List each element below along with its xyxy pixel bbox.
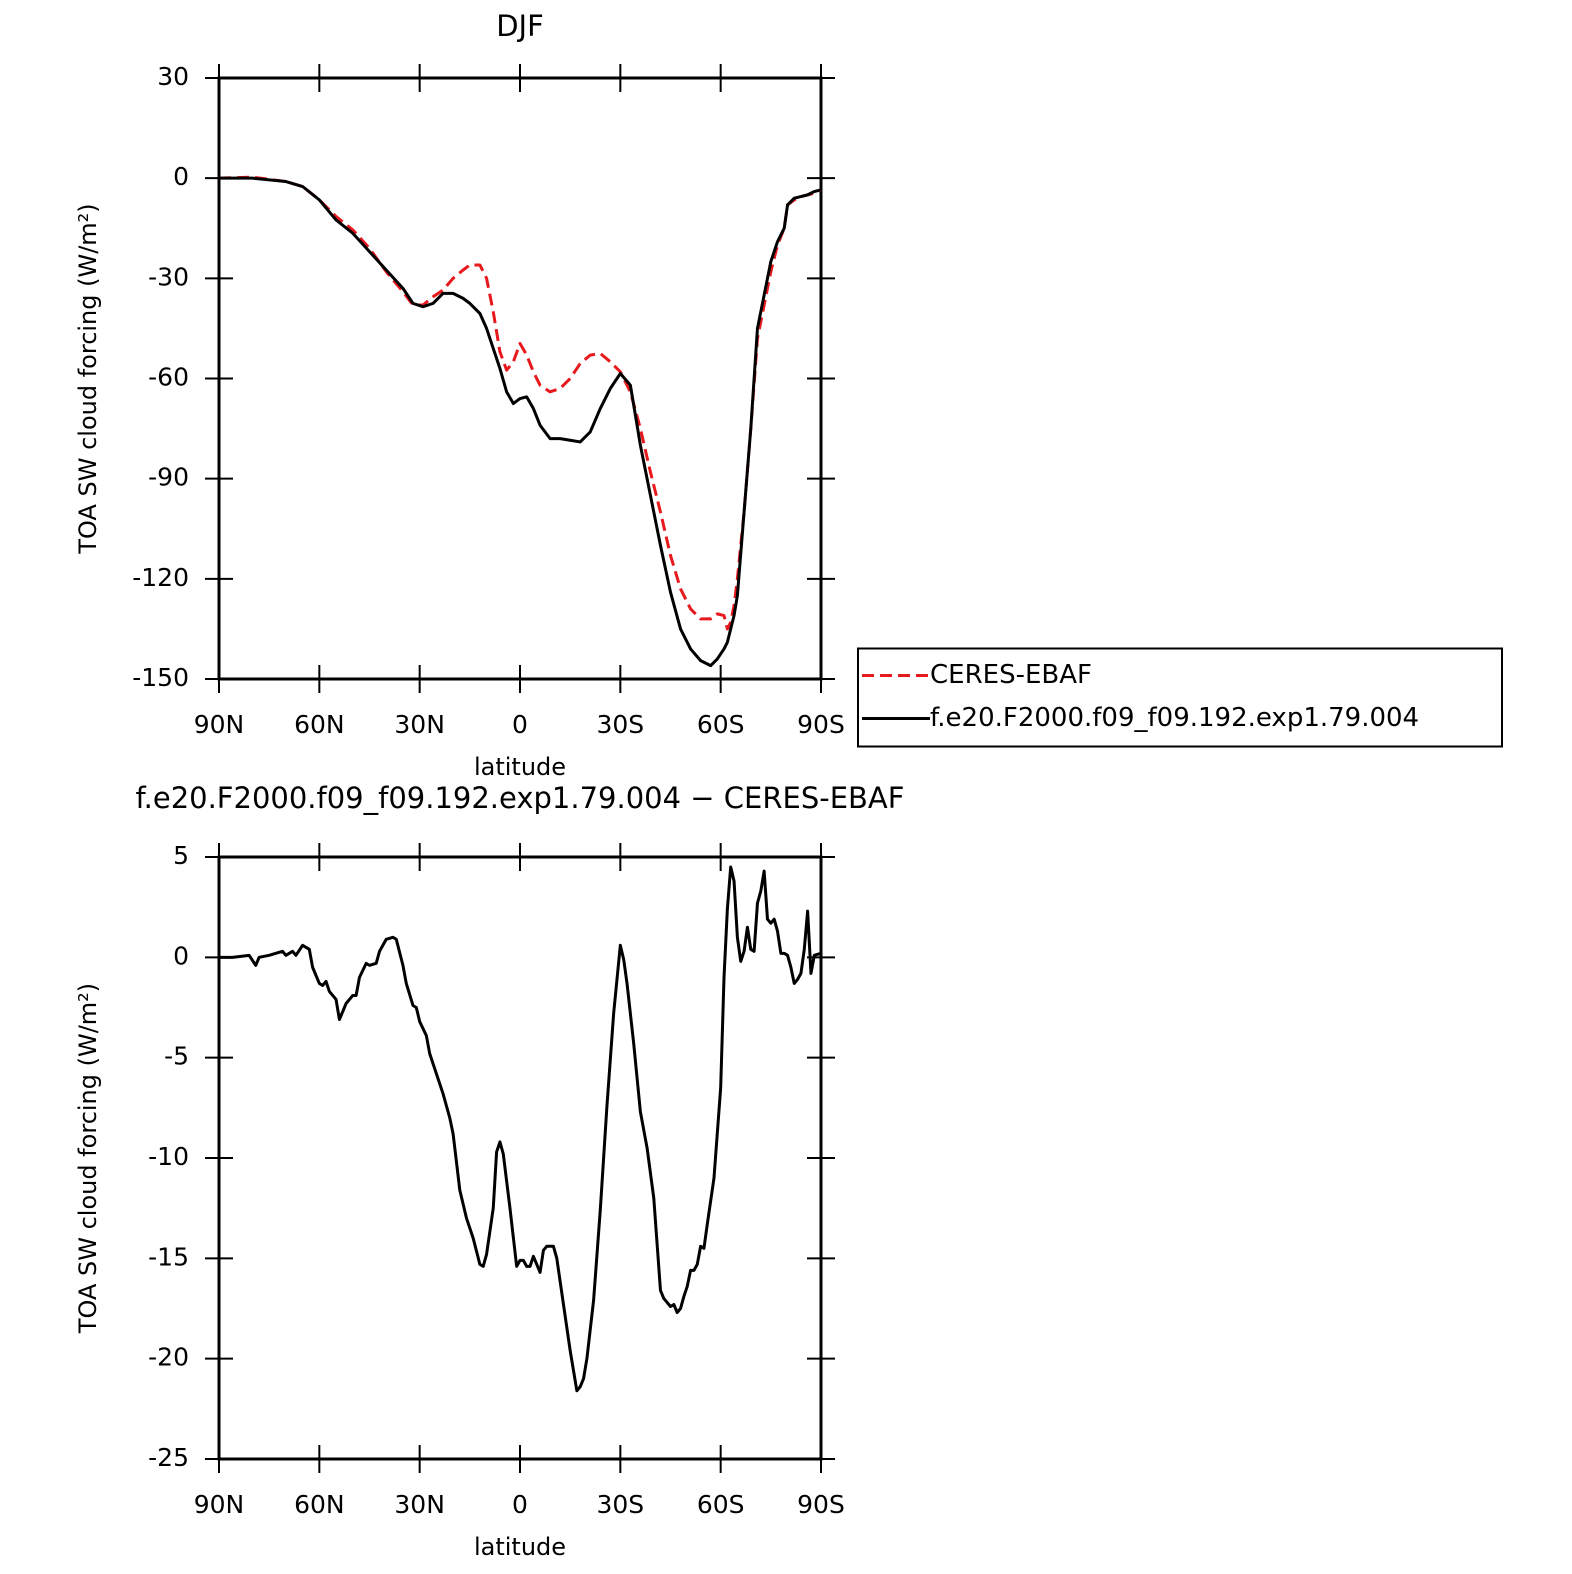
- x-tick-label: 30N: [394, 1490, 445, 1519]
- legend-label: CERES-EBAF: [930, 660, 1092, 690]
- x-tick-label: 90S: [797, 710, 845, 739]
- x-tick-label: 0: [512, 710, 528, 739]
- y-tick-label: -60: [148, 363, 189, 392]
- x-tick-label: 60S: [697, 1490, 745, 1519]
- chart-title: f.e20.F2000.f09_f09.192.exp1.79.004 − CE…: [136, 781, 905, 815]
- y-tick-label: -5: [164, 1042, 189, 1071]
- x-tick-label: 0: [512, 1490, 528, 1519]
- data-line: [219, 176, 822, 668]
- data-line: [219, 865, 822, 1393]
- x-tick-label: 90S: [797, 1490, 845, 1519]
- y-axis-title: TOA SW cloud forcing (W/m²): [74, 983, 102, 1334]
- y-tick-label: 0: [173, 941, 189, 970]
- y-tick-label: 30: [157, 62, 189, 91]
- chart-title: DJF: [496, 9, 544, 43]
- y-tick-label: -150: [132, 663, 189, 692]
- y-tick-label: -25: [148, 1443, 189, 1472]
- y-tick-label: -30: [148, 262, 189, 291]
- y-tick-label: -90: [148, 463, 189, 492]
- x-tick-label: 30N: [394, 710, 445, 739]
- x-tick-label: 60S: [697, 710, 745, 739]
- y-axis-title: TOA SW cloud forcing (W/m²): [74, 203, 102, 554]
- x-tick-label: 30S: [596, 710, 644, 739]
- x-tick-label: 60N: [294, 710, 345, 739]
- y-tick-label: 0: [173, 162, 189, 191]
- x-axis-title: latitude: [474, 1533, 566, 1561]
- y-tick-label: -120: [132, 563, 189, 592]
- legend-label: f.e20.F2000.f09_f09.192.exp1.79.004: [930, 703, 1419, 733]
- legend-box: [857, 647, 1503, 748]
- data-line: [218, 175, 822, 631]
- plot-frame: [217, 855, 823, 1461]
- x-tick-label: 90N: [194, 710, 245, 739]
- x-tick-label: 90N: [194, 1490, 245, 1519]
- x-tick-label: 30S: [596, 1490, 644, 1519]
- y-tick-label: -20: [148, 1343, 189, 1372]
- y-tick-label: -10: [148, 1142, 189, 1171]
- y-tick-label: -15: [148, 1242, 189, 1271]
- y-tick-label: 5: [173, 841, 189, 870]
- x-axis-title: latitude: [474, 753, 566, 781]
- plot-frame: [217, 76, 823, 681]
- x-tick-label: 60N: [294, 1490, 345, 1519]
